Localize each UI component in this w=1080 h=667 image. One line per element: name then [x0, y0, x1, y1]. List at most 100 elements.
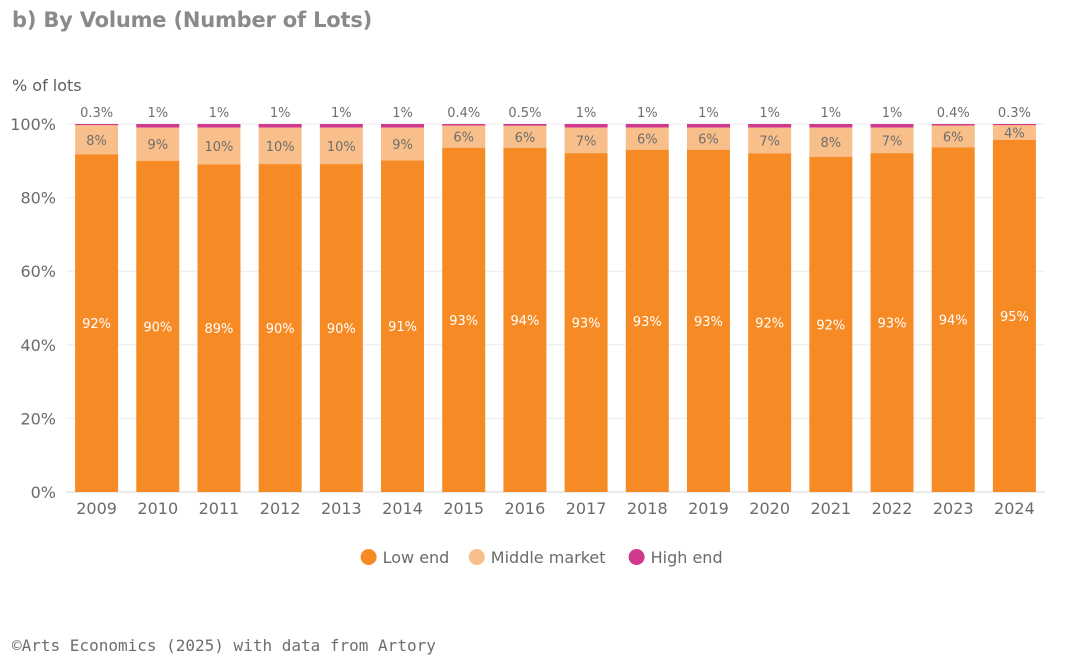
data-label-low-end: 93% — [449, 314, 478, 329]
data-label-high-end: 1% — [637, 106, 658, 121]
bar-group: 93% 6% 0.4% — [442, 106, 486, 493]
bar-high-end — [136, 124, 180, 128]
bar-middle-market — [442, 125, 486, 148]
bar-group: 89% 10% 1% — [197, 106, 241, 493]
data-label-middle-market: 9% — [147, 138, 168, 153]
bar-high-end — [503, 124, 547, 126]
data-label-low-end: 93% — [694, 315, 723, 330]
legend-label: Middle market — [491, 548, 606, 567]
bar-group: 92% 8% 1% — [809, 106, 853, 492]
legend-swatch — [360, 549, 377, 565]
bar-group: 93% 7% 1% — [870, 106, 914, 493]
bar-high-end — [258, 124, 302, 128]
bar-low-end — [75, 154, 119, 492]
x-tick-label: 2017 — [566, 499, 607, 518]
bar-middle-market — [625, 127, 669, 150]
bar-high-end — [931, 124, 975, 126]
bar-low-end — [319, 164, 363, 492]
bar-middle-market — [197, 127, 241, 165]
x-tick-label: 2022 — [872, 499, 913, 518]
bar-middle-market — [564, 127, 608, 154]
y-tick-label: 60% — [20, 262, 56, 281]
bar-low-end — [564, 153, 608, 493]
bars: 92% 8% 0.3% 90% 9% 1% 89% 10% 1% 90% 10% 1% 90% 10% 1%… — [75, 106, 1036, 493]
bar-group: 93% 7% 1% — [564, 106, 608, 493]
bar-high-end — [197, 124, 241, 128]
data-label-high-end: 0.4% — [447, 106, 480, 121]
x-tick-label: 2012 — [260, 499, 301, 518]
data-label-middle-market: 10% — [205, 140, 234, 155]
legend-swatch — [468, 549, 485, 565]
y-axis-ticks: 0% 20% 40% 60% 80% 100% — [10, 115, 56, 502]
bar-middle-market — [748, 127, 792, 154]
data-label-middle-market: 9% — [392, 138, 413, 153]
data-label-high-end: 0.4% — [937, 106, 970, 121]
x-tick-label: 2020 — [749, 499, 790, 518]
bar-group: 91% 9% 1% — [381, 106, 425, 492]
bar-middle-market — [686, 127, 730, 150]
legend-item: Middle market — [468, 548, 606, 567]
data-label-low-end: 92% — [816, 318, 845, 333]
bar-middle-market — [503, 125, 547, 148]
data-label-high-end: 1% — [576, 106, 597, 121]
bar-middle-market — [75, 125, 119, 155]
x-axis-ticks: 2009 2010 2011 2012 2013 2014 2015 2016 2017 2018… — [76, 499, 1035, 518]
bar-group: 94% 6% 0.5% — [503, 106, 547, 492]
data-label-high-end: 1% — [209, 106, 230, 121]
data-label-high-end: 1% — [821, 106, 842, 121]
legend-label: Low end — [383, 548, 450, 567]
bar-low-end — [809, 156, 853, 492]
data-label-low-end: 93% — [633, 315, 662, 330]
y-tick-label: 0% — [31, 483, 56, 502]
bar-high-end — [442, 124, 486, 126]
data-label-high-end: 1% — [147, 106, 168, 121]
bar-middle-market — [809, 127, 853, 157]
legend-item: High end — [628, 548, 723, 567]
x-tick-label: 2019 — [688, 499, 729, 518]
y-axis-label: % of lots — [12, 76, 82, 95]
bar-high-end — [381, 124, 425, 128]
data-label-middle-market: 6% — [453, 131, 474, 146]
x-tick-label: 2015 — [443, 499, 484, 518]
bar-low-end — [748, 153, 792, 492]
data-label-low-end: 94% — [939, 314, 968, 329]
bar-low-end — [136, 160, 180, 493]
data-label-high-end: 0.3% — [80, 106, 113, 121]
data-label-middle-market: 4% — [1004, 127, 1025, 142]
bar-low-end — [503, 147, 547, 492]
y-tick-label: 20% — [20, 409, 56, 428]
bar-middle-market — [381, 127, 425, 161]
bar-middle-market — [931, 125, 975, 148]
x-tick-label: 2024 — [994, 499, 1035, 518]
bar-group: 93% 6% 1% — [625, 106, 669, 492]
bar-high-end — [870, 124, 914, 128]
y-tick-label: 80% — [20, 189, 56, 208]
data-label-high-end: 0.5% — [508, 106, 541, 121]
legend-label: High end — [651, 548, 723, 567]
bar-low-end — [258, 164, 302, 492]
data-label-low-end: 90% — [327, 322, 356, 337]
data-label-middle-market: 8% — [821, 136, 842, 151]
x-tick-label: 2010 — [137, 499, 178, 518]
bar-middle-market — [992, 125, 1036, 140]
bar-low-end — [992, 139, 1036, 492]
x-tick-label: 2014 — [382, 499, 423, 518]
bar-group: 90% 9% 1% — [136, 106, 180, 493]
data-label-middle-market: 6% — [515, 131, 536, 146]
x-tick-label: 2009 — [76, 499, 117, 518]
data-label-low-end: 93% — [572, 317, 601, 332]
source-note: ©Arts Economics (2025) with data from Ar… — [12, 636, 436, 655]
x-tick-label: 2018 — [627, 499, 668, 518]
data-label-high-end: 1% — [882, 106, 903, 121]
bar-middle-market — [136, 127, 180, 161]
y-tick-label: 40% — [20, 336, 56, 355]
bar-middle-market — [258, 127, 302, 165]
data-label-high-end: 0.3% — [998, 106, 1031, 121]
bar-group: 94% 6% 0.4% — [931, 106, 975, 492]
bar-high-end — [625, 124, 669, 128]
data-label-middle-market: 7% — [759, 135, 780, 150]
bar-group: 93% 6% 1% — [686, 106, 730, 492]
data-label-middle-market: 7% — [882, 134, 903, 149]
bar-low-end — [625, 149, 669, 492]
bar-high-end — [809, 124, 853, 128]
